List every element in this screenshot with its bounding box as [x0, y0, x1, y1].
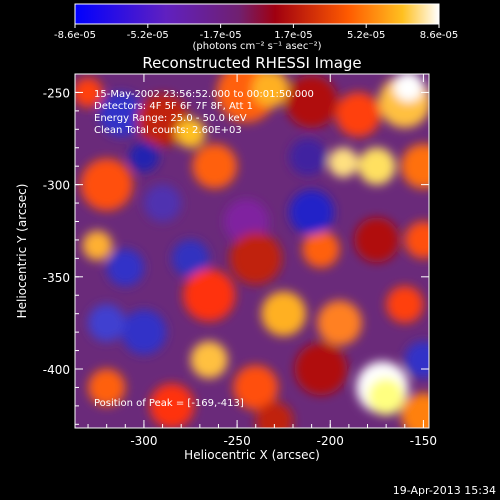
colorbar — [74, 3, 440, 25]
heatmap-blob — [401, 392, 429, 428]
heatmap-blob — [106, 248, 144, 287]
heatmap-blob — [354, 217, 400, 263]
colorbar-unit-label: (photons cm⁻² s⁻¹ asec⁻²) — [192, 41, 321, 52]
y-axis-label: Heliocentric Y (arcsec) — [15, 184, 29, 319]
heatmap-blob — [261, 291, 307, 337]
heatmap-blob — [328, 147, 359, 178]
colorbar-tick-label: 1.7e-05 — [274, 30, 312, 41]
y-tick-label: -250 — [43, 86, 70, 100]
colorbar-tick-label: -8.6e-05 — [54, 30, 96, 41]
heatmap-blob — [99, 92, 144, 137]
colorbar-ticks: -8.6e-05 -5.2e-05 -1.7e-05 1.7e-05 5.2e-05 8.… — [54, 24, 458, 41]
chart-title: Reconstructed RHESSI Image — [142, 54, 361, 72]
heatmap-blob — [82, 230, 113, 261]
heatmap-blob — [190, 341, 228, 379]
x-tick-label: -300 — [130, 434, 157, 448]
heatmap-blob — [88, 368, 126, 407]
heatmap-blob — [129, 142, 159, 172]
heatmap-blob — [175, 118, 206, 148]
x-tick-label: -200 — [317, 434, 344, 448]
heatmap-blob — [136, 94, 189, 147]
y-tick-label: -350 — [43, 271, 70, 285]
info-line: Energy Range: 25.0 - 50.0 keV — [94, 113, 247, 124]
y-tick-label: -300 — [43, 179, 70, 193]
y-axis: -250 -300 -350 -400 — [43, 73, 429, 425]
heatmap-blob — [143, 184, 182, 222]
heatmap-blob — [233, 365, 279, 410]
heatmap-blob — [229, 232, 282, 285]
heatmap-blob — [294, 342, 348, 396]
heatmap-blob — [171, 239, 210, 278]
info-line: 15-May-2002 23:56:52.000 to 00:01:50.000 — [94, 89, 314, 100]
info-text: 15-May-2002 23:56:52.000 to 00:01:50.000… — [94, 89, 314, 136]
heatmap-blob — [75, 77, 103, 108]
heatmap-blob — [285, 75, 338, 128]
heatmap-blob — [358, 147, 396, 185]
heatmap-blob — [88, 304, 126, 342]
heatmap-blob — [367, 378, 405, 416]
heatmap-blob — [149, 383, 195, 428]
info-line: Clean Total counts: 2.60E+03 — [94, 125, 242, 136]
colorbar-tick-label: 8.6e-05 — [420, 30, 458, 41]
heatmap-blob — [302, 230, 340, 268]
heatmap-blob — [393, 74, 424, 102]
heatmap-blob — [317, 300, 362, 346]
heatmap-blob — [289, 138, 327, 176]
x-tick-label: -150 — [410, 434, 437, 448]
y-tick-label: -400 — [43, 363, 70, 377]
peak-position-label: Position of Peak = [-169,-413] — [94, 398, 244, 409]
heatmap-blob — [404, 221, 429, 259]
heatmap-blob — [335, 92, 381, 137]
heatmap-blob — [80, 158, 133, 211]
x-axis: -300 -250 -200 -150 — [87, 74, 437, 448]
heatmap-blob — [252, 74, 290, 108]
heatmap-blob — [289, 189, 334, 235]
heatmap-blob — [183, 269, 236, 322]
colorbar-tick-label: -1.7e-05 — [200, 30, 242, 41]
x-axis-label: Heliocentric X (arcsec) — [184, 448, 320, 462]
heatmap-blob — [404, 341, 429, 379]
x-tick-label: -250 — [223, 434, 250, 448]
heatmap-blob — [386, 285, 424, 324]
info-line: Detectors: 4F 5F 6F 7F 8F, Att 1 — [94, 101, 253, 112]
timestamp: 19-Apr-2013 15:34 — [393, 484, 496, 497]
heatmap-image — [75, 74, 429, 428]
plot-frame — [74, 73, 430, 429]
colorbar-tick-label: -5.2e-05 — [127, 30, 169, 41]
heatmap-blob — [192, 143, 238, 189]
heatmap-blob — [401, 143, 429, 189]
heatmap-blob — [255, 401, 293, 428]
heatmap-blob — [121, 309, 167, 355]
colorbar-tick-label: 5.2e-05 — [347, 30, 385, 41]
